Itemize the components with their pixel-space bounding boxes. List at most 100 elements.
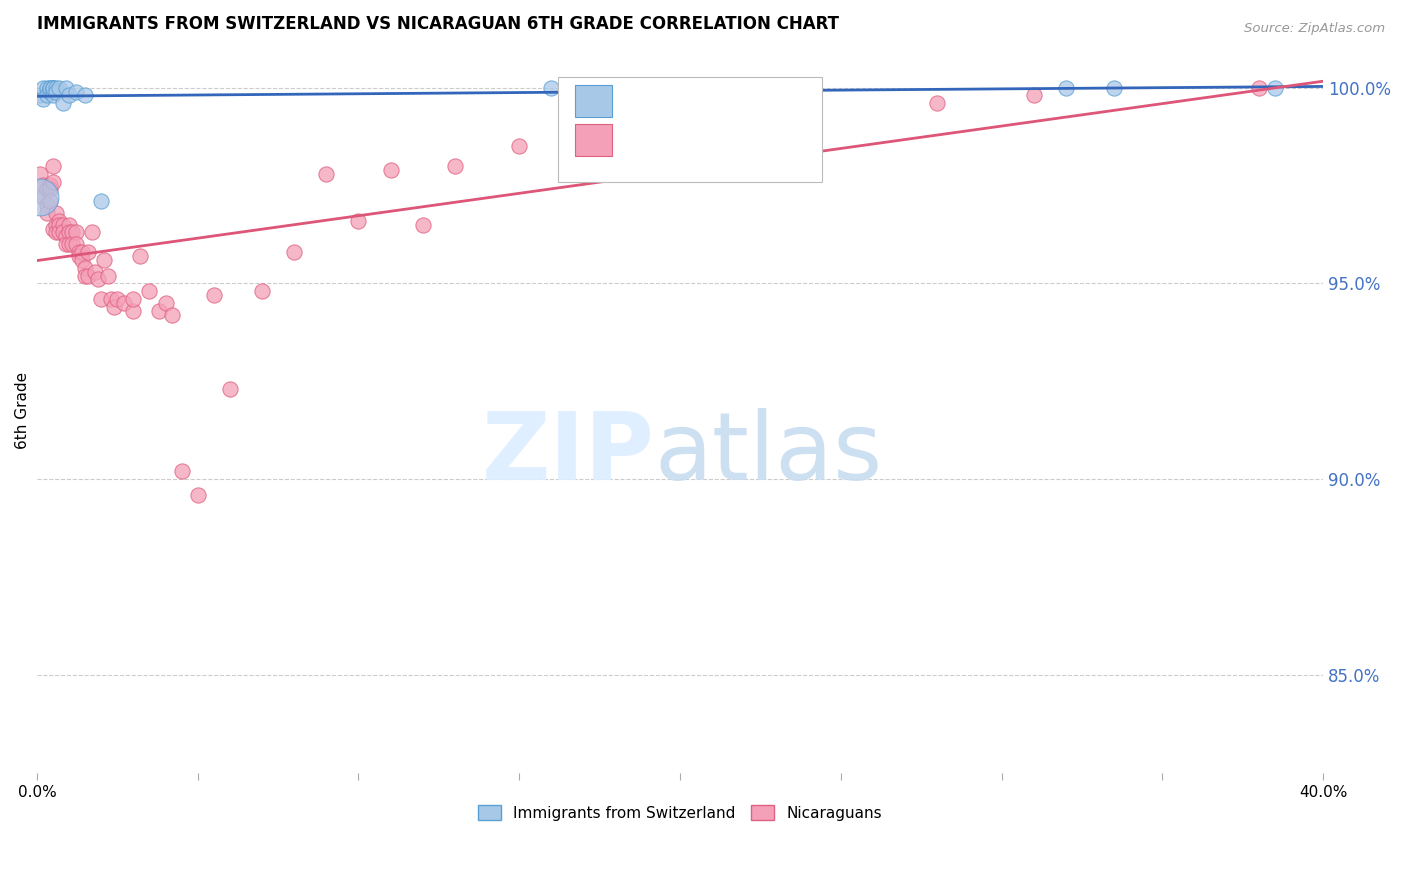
Point bbox=[35, 182, 58, 196]
Point bbox=[48, 226, 70, 240]
Text: Source: ZipAtlas.com: Source: ZipAtlas.com bbox=[1244, 22, 1385, 36]
Point bbox=[52, 96, 75, 111]
FancyBboxPatch shape bbox=[575, 125, 612, 156]
Point bbox=[65, 226, 87, 240]
Point bbox=[90, 194, 112, 208]
Point bbox=[38, 182, 60, 196]
Point bbox=[1102, 80, 1125, 95]
Text: atlas: atlas bbox=[654, 408, 883, 500]
Point bbox=[218, 382, 240, 396]
Point bbox=[93, 252, 115, 267]
Point bbox=[97, 268, 120, 283]
Text: IMMIGRANTS FROM SWITZERLAND VS NICARAGUAN 6TH GRADE CORRELATION CHART: IMMIGRANTS FROM SWITZERLAND VS NICARAGUA… bbox=[37, 15, 839, 33]
Point bbox=[160, 308, 183, 322]
Point bbox=[412, 218, 434, 232]
Point bbox=[35, 206, 58, 220]
Point bbox=[75, 88, 97, 103]
Point bbox=[1022, 88, 1045, 103]
Point bbox=[38, 178, 60, 193]
Text: R = 0.329: R = 0.329 bbox=[620, 130, 710, 148]
Point bbox=[45, 206, 67, 220]
Point bbox=[444, 159, 467, 173]
Point bbox=[58, 237, 80, 252]
Point bbox=[138, 284, 160, 298]
Point bbox=[170, 464, 193, 478]
Legend: Immigrants from Switzerland, Nicaraguans: Immigrants from Switzerland, Nicaraguans bbox=[472, 798, 889, 827]
Point bbox=[42, 88, 65, 103]
Text: N = 72: N = 72 bbox=[716, 130, 779, 148]
Point bbox=[283, 245, 305, 260]
Point bbox=[765, 112, 787, 126]
Point bbox=[122, 292, 145, 306]
Point bbox=[75, 260, 97, 275]
Point bbox=[669, 147, 692, 161]
Point bbox=[58, 226, 80, 240]
Point bbox=[105, 292, 128, 306]
Point bbox=[1247, 80, 1270, 95]
Point bbox=[38, 80, 60, 95]
Point bbox=[45, 226, 67, 240]
Point bbox=[128, 249, 150, 263]
Point bbox=[60, 237, 83, 252]
Point bbox=[45, 80, 67, 95]
Point bbox=[187, 488, 209, 502]
Y-axis label: 6th Grade: 6th Grade bbox=[15, 372, 30, 450]
Text: ZIP: ZIP bbox=[481, 408, 654, 500]
FancyBboxPatch shape bbox=[575, 85, 612, 117]
Point bbox=[32, 178, 55, 193]
Point bbox=[58, 88, 80, 103]
Text: N = 29: N = 29 bbox=[716, 90, 779, 108]
Point bbox=[1264, 80, 1286, 95]
Point bbox=[32, 92, 55, 106]
Point bbox=[45, 218, 67, 232]
Point bbox=[32, 190, 55, 204]
Point bbox=[103, 300, 125, 314]
Point bbox=[48, 218, 70, 232]
Point bbox=[35, 80, 58, 95]
Point bbox=[87, 272, 110, 286]
Point bbox=[35, 198, 58, 212]
Point bbox=[30, 167, 52, 181]
Point bbox=[380, 162, 402, 177]
Point bbox=[90, 292, 112, 306]
Point bbox=[65, 237, 87, 252]
Point bbox=[148, 303, 170, 318]
Point bbox=[70, 252, 93, 267]
Point bbox=[77, 268, 100, 283]
Point bbox=[588, 80, 610, 95]
Point bbox=[100, 292, 122, 306]
Point bbox=[67, 245, 90, 260]
Point bbox=[55, 237, 77, 252]
Point bbox=[112, 296, 135, 310]
Point bbox=[38, 80, 60, 95]
Point bbox=[80, 226, 103, 240]
Point bbox=[42, 159, 65, 173]
Point bbox=[48, 213, 70, 227]
Point bbox=[42, 80, 65, 95]
Point bbox=[52, 218, 75, 232]
Point bbox=[508, 139, 530, 153]
Point bbox=[38, 85, 60, 99]
Point bbox=[30, 190, 52, 204]
Point bbox=[70, 245, 93, 260]
Point bbox=[60, 226, 83, 240]
Point bbox=[55, 229, 77, 244]
Point bbox=[315, 167, 337, 181]
Point bbox=[202, 288, 225, 302]
Point bbox=[75, 268, 97, 283]
Point bbox=[540, 80, 562, 95]
Point bbox=[122, 303, 145, 318]
Point bbox=[65, 85, 87, 99]
Point bbox=[55, 80, 77, 95]
Point bbox=[42, 80, 65, 95]
FancyBboxPatch shape bbox=[558, 78, 821, 183]
Point bbox=[35, 88, 58, 103]
Point bbox=[155, 296, 177, 310]
Point bbox=[48, 80, 70, 95]
Point bbox=[250, 284, 273, 298]
Point bbox=[38, 194, 60, 208]
Point bbox=[347, 213, 370, 227]
Point bbox=[67, 249, 90, 263]
Point bbox=[32, 80, 55, 95]
Point bbox=[52, 226, 75, 240]
